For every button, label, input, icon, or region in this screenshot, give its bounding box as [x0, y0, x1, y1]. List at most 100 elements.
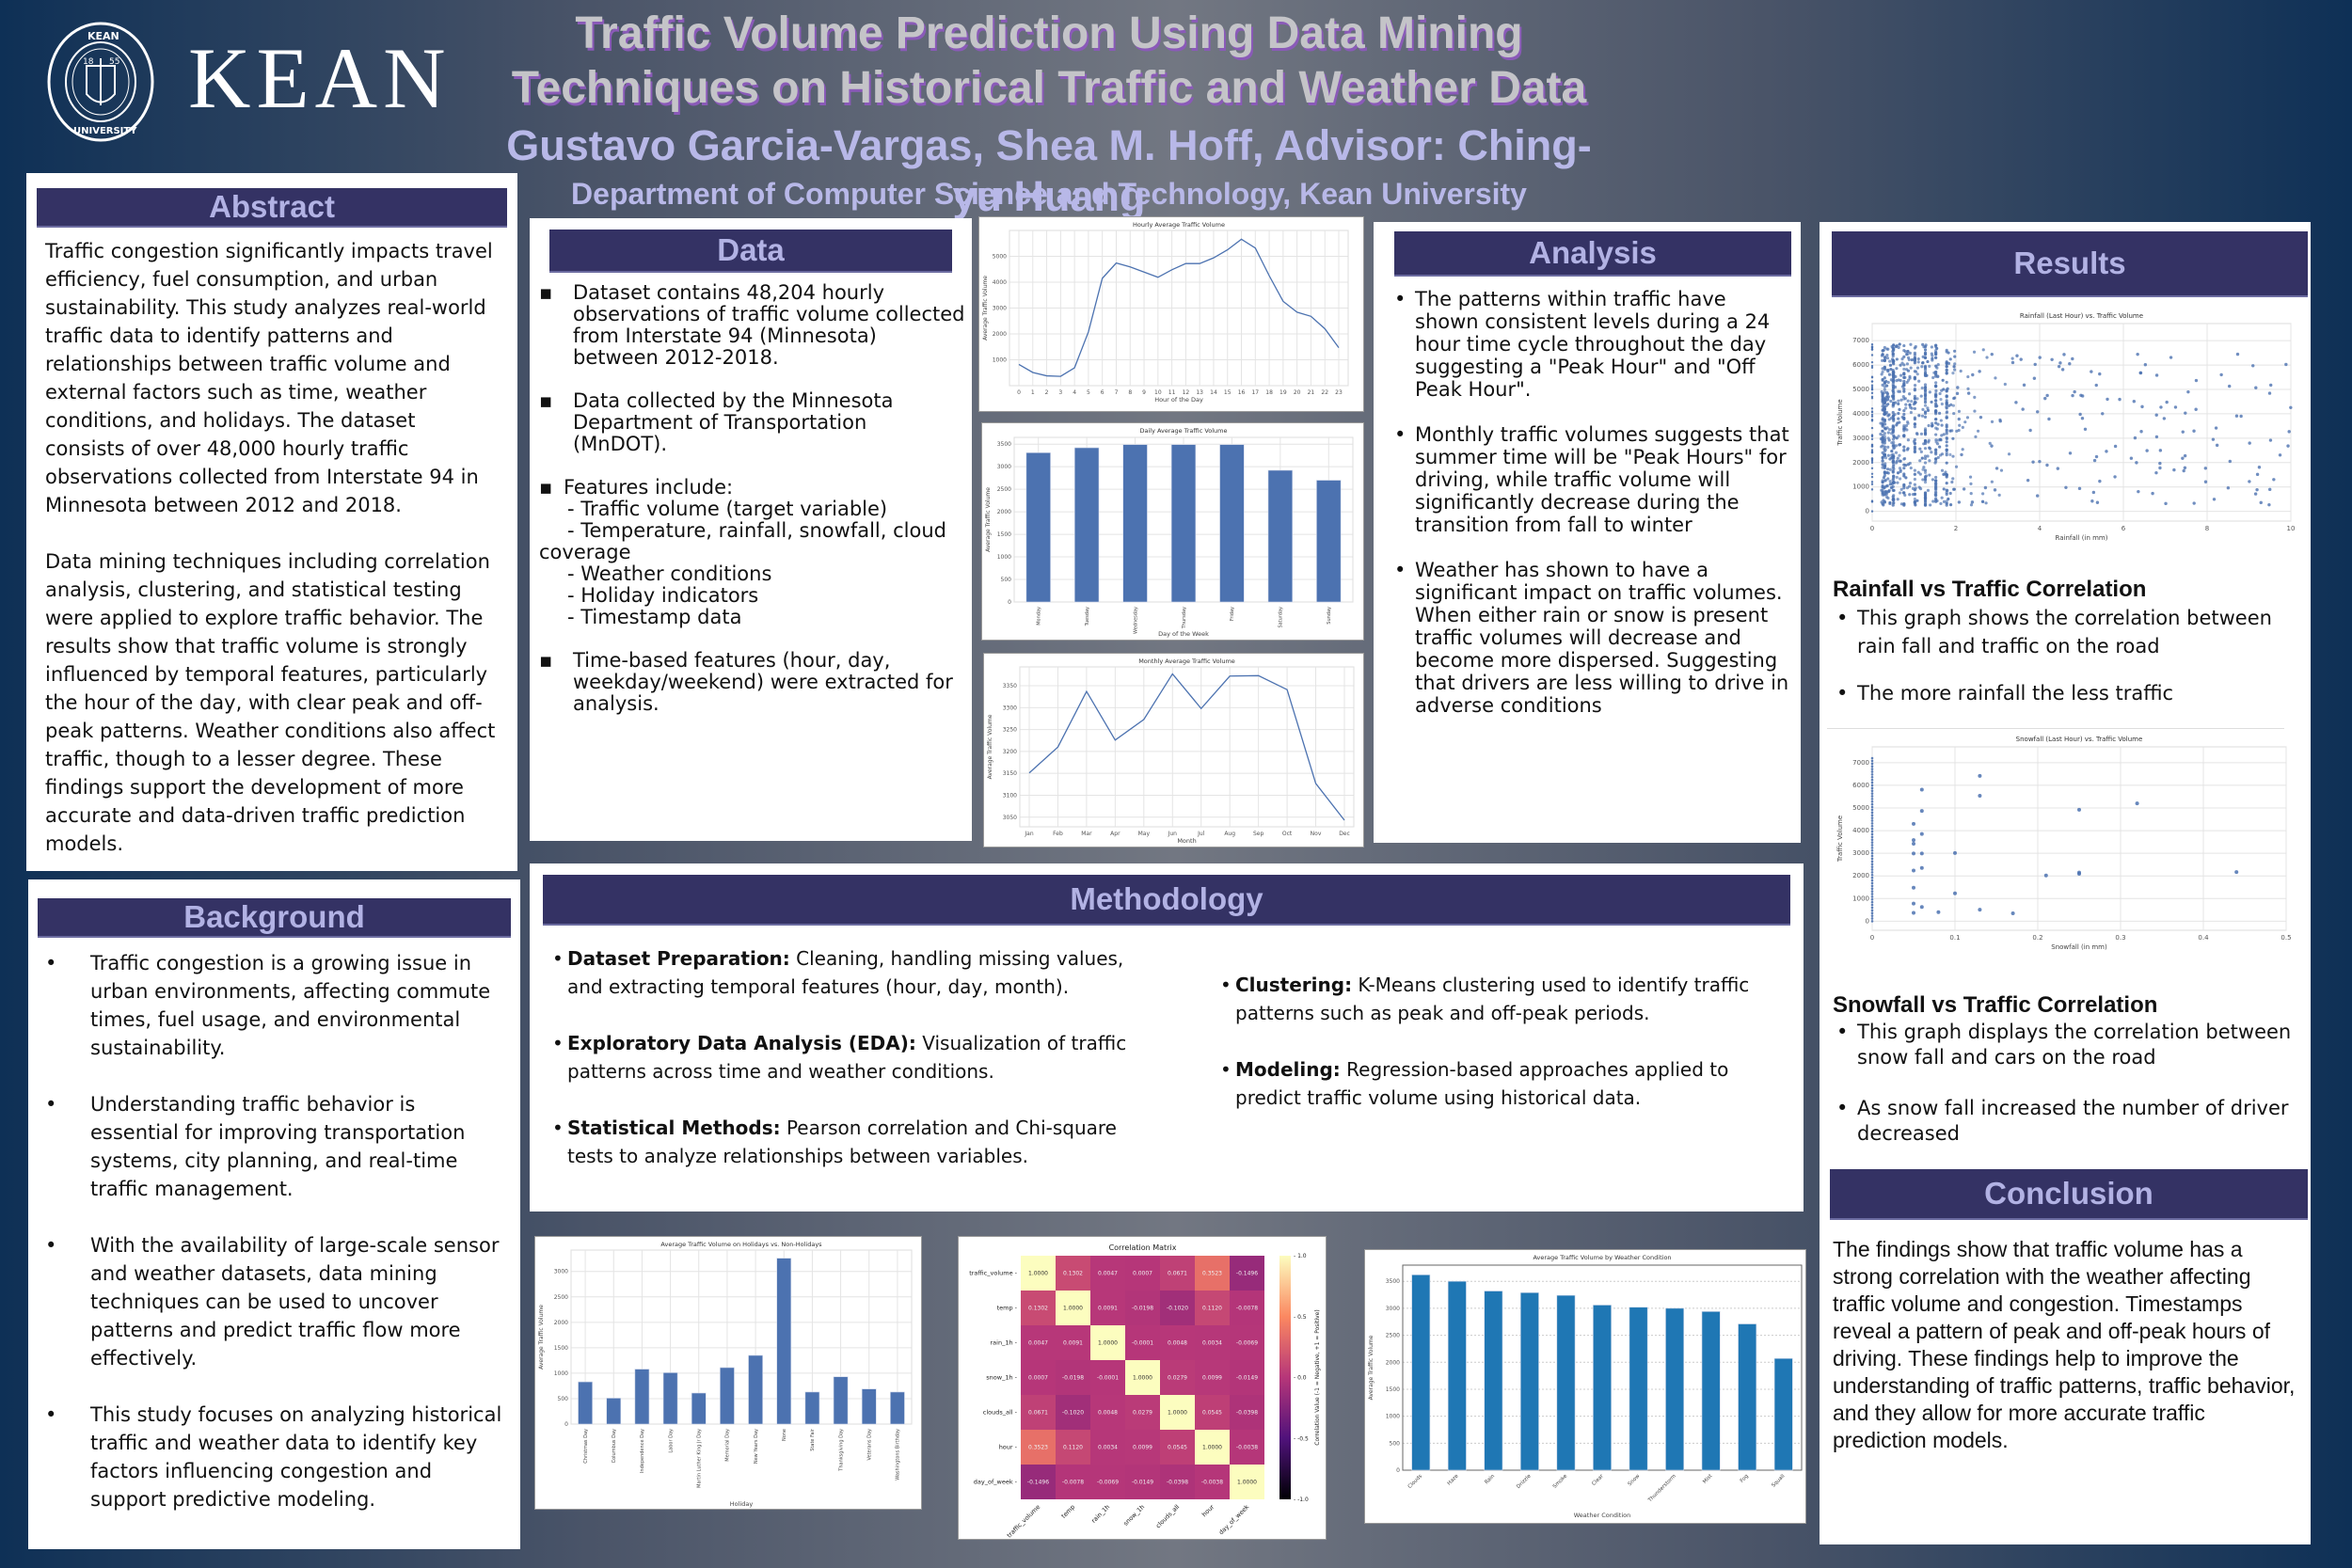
svg-text:0.3523: 0.3523: [1202, 1271, 1222, 1277]
svg-text:1500: 1500: [1386, 1386, 1400, 1393]
svg-text:May: May: [1138, 831, 1151, 837]
svg-text:4000: 4000: [1852, 827, 1869, 834]
svg-text:Wednesday: Wednesday: [1133, 607, 1138, 634]
svg-text:hour -: hour -: [999, 1444, 1018, 1451]
svg-text:1.0000: 1.0000: [1237, 1480, 1257, 1486]
svg-text:8: 8: [2205, 525, 2209, 532]
svg-text:KEAN: KEAN: [87, 30, 119, 42]
svg-text:9: 9: [1142, 389, 1146, 396]
svg-text:Haze: Haze: [1447, 1473, 1460, 1486]
svg-text:3350: 3350: [1003, 683, 1017, 689]
svg-text:0.0034: 0.0034: [1098, 1445, 1118, 1451]
svg-text:0.1302: 0.1302: [1028, 1306, 1048, 1312]
monthly-traffic-chart: Monthly Average Traffic Volume 3050 3100 31…: [983, 653, 1364, 847]
svg-text:0.5: 0.5: [2280, 934, 2291, 942]
abstract-panel: Abstract Traffic congestion significantl…: [26, 173, 517, 871]
svg-text:State Fair: State Fair: [810, 1428, 816, 1451]
svg-text:traffic_volume -: traffic_volume -: [969, 1270, 1017, 1277]
svg-text:Apr: Apr: [1110, 831, 1120, 837]
method-text: Cleaning, handling missing values, and e…: [567, 947, 1124, 998]
svg-text:Correlation Value (-1 = Negati: Correlation Value (-1 = Negative, +1 = P…: [1314, 1309, 1321, 1445]
svg-text:0.0671: 0.0671: [1028, 1410, 1048, 1417]
svg-text:0: 0: [564, 1421, 568, 1428]
svg-text:2500: 2500: [997, 486, 1011, 493]
svg-text:5000: 5000: [1852, 804, 1869, 812]
svg-text:Month: Month: [1177, 837, 1196, 845]
methodology-panel: Methodology Dataset Preparation: Cleanin…: [530, 863, 1804, 1212]
data-item: Time-based features (hour, day, weekday/…: [539, 650, 966, 715]
svg-text:0.0007: 0.0007: [1028, 1375, 1048, 1382]
methodology-item: Dataset Preparation: Cleaning, handling …: [548, 944, 1151, 1001]
rainfall-scatter-chart: Rainfall (Last Hour) vs. Traffic Volume 0…: [1835, 309, 2296, 769]
results-heading: Results: [1832, 231, 2308, 297]
svg-text:- -1.0: - -1.0: [1294, 1497, 1309, 1503]
svg-text:0.0048: 0.0048: [1168, 1340, 1187, 1347]
svg-text:2000: 2000: [1852, 872, 1869, 879]
methodology-item: Statistical Methods: Pearson correlation…: [548, 1114, 1151, 1170]
svg-text:Average Traffic Volume by Weat: Average Traffic Volume by Weather Condit…: [1533, 1254, 1671, 1261]
svg-text:1: 1: [1031, 389, 1035, 396]
svg-text:-0.0398: -0.0398: [1236, 1410, 1258, 1417]
svg-text:1.0000: 1.0000: [1168, 1410, 1187, 1417]
svg-text:-0.1020: -0.1020: [1167, 1306, 1188, 1312]
svg-text:18: 18: [1265, 389, 1273, 396]
poster-title-line2: Techniques on Historical Traffic and Wea…: [511, 63, 1587, 113]
svg-text:Average Traffic Volume: Average Traffic Volume: [985, 487, 992, 552]
svg-text:4000: 4000: [1852, 410, 1869, 418]
svg-text:Average Traffic Volume: Average Traffic Volume: [1368, 1335, 1375, 1400]
svg-text:None: None: [782, 1429, 787, 1441]
svg-text:Average Traffic Volume: Average Traffic Volume: [538, 1305, 545, 1370]
svg-text:0.0279: 0.0279: [1168, 1375, 1187, 1382]
svg-text:6000: 6000: [1852, 782, 1869, 789]
svg-text:22: 22: [1321, 389, 1328, 396]
method-text: Pearson correlation and Chi-square tests…: [567, 1117, 1117, 1167]
svg-text:-0.0198: -0.0198: [1062, 1375, 1084, 1382]
svg-text:2000: 2000: [993, 331, 1007, 338]
svg-text:- 0.5: - 0.5: [1294, 1314, 1307, 1321]
data-item: Data collected by the Minnesota Departme…: [539, 390, 966, 455]
svg-text:0.0007: 0.0007: [1133, 1271, 1152, 1277]
svg-text:11: 11: [1168, 389, 1176, 396]
svg-text:Hour of the Day: Hour of the Day: [1154, 396, 1203, 404]
svg-text:Friday: Friday: [1230, 607, 1235, 621]
svg-text:Tuesday: Tuesday: [1085, 607, 1090, 626]
method-text: Visualization of traffic patterns across…: [567, 1032, 1127, 1083]
svg-text:- 1.0: - 1.0: [1294, 1253, 1307, 1259]
svg-text:3000: 3000: [997, 464, 1011, 470]
svg-text:0.1120: 0.1120: [1063, 1445, 1083, 1451]
svg-text:-0.0078: -0.0078: [1062, 1480, 1084, 1486]
svg-text:2500: 2500: [554, 1294, 568, 1301]
rainfall-item: The more rainfall the less traffic: [1833, 679, 2303, 707]
svg-text:-0.0198: -0.0198: [1132, 1306, 1153, 1312]
svg-text:10: 10: [1154, 389, 1162, 396]
svg-text:3000: 3000: [554, 1269, 568, 1275]
svg-text:Fog: Fog: [1740, 1474, 1750, 1484]
svg-text:-0.1020: -0.1020: [1062, 1410, 1084, 1417]
svg-text:0.4: 0.4: [2198, 934, 2209, 942]
svg-text:- 0.0: - 0.0: [1294, 1375, 1307, 1382]
correlation-matrix-chart: Correlation Matrix traffic_volume - 1.0000…: [958, 1236, 1327, 1540]
svg-text:-0.0149: -0.0149: [1236, 1375, 1258, 1382]
svg-text:Traffic Volume: Traffic Volume: [1836, 816, 1844, 863]
data-item: Dataset contains 48,204 hourly observati…: [539, 282, 966, 369]
poster-title-line1: Traffic Volume Prediction Using Data Min…: [575, 8, 1523, 58]
svg-text:Veterans Day: Veterans Day: [867, 1429, 873, 1461]
svg-text:0.0099: 0.0099: [1202, 1375, 1222, 1382]
conclusion-text: The findings show that traffic volume ha…: [1833, 1237, 2296, 1452]
svg-text:1.0000: 1.0000: [1133, 1375, 1152, 1382]
svg-text:21: 21: [1308, 389, 1315, 396]
svg-text:Day of the Week: Day of the Week: [1158, 630, 1209, 638]
svg-text:Snowfall (Last Hour) vs. Traff: Snowfall (Last Hour) vs. Traffic Volume: [2016, 736, 2143, 743]
svg-text:500: 500: [1390, 1440, 1401, 1447]
data-panel: Data Dataset contains 48,204 hourly obse…: [530, 218, 972, 841]
svg-text:Clouds: Clouds: [1407, 1473, 1423, 1489]
method-label: Clustering:: [1235, 974, 1353, 996]
abstract-paragraph-2: Data mining techniques including correla…: [45, 550, 496, 855]
correlation-heatmap: Correlation Matrix traffic_volume - 1.0000…: [969, 1243, 1321, 1540]
background-panel: Background Traffic congestion is a growi…: [28, 879, 520, 1549]
svg-text:500: 500: [1001, 577, 1012, 583]
background-item: With the availability of large-scale sen…: [41, 1231, 505, 1372]
rainfall-scatter-plot: Rainfall (Last Hour) vs. Traffic Volume 0…: [1836, 312, 2295, 542]
svg-text:Saturday: Saturday: [1279, 607, 1284, 628]
analysis-item: The patterns within traffic have shown c…: [1391, 288, 1791, 401]
